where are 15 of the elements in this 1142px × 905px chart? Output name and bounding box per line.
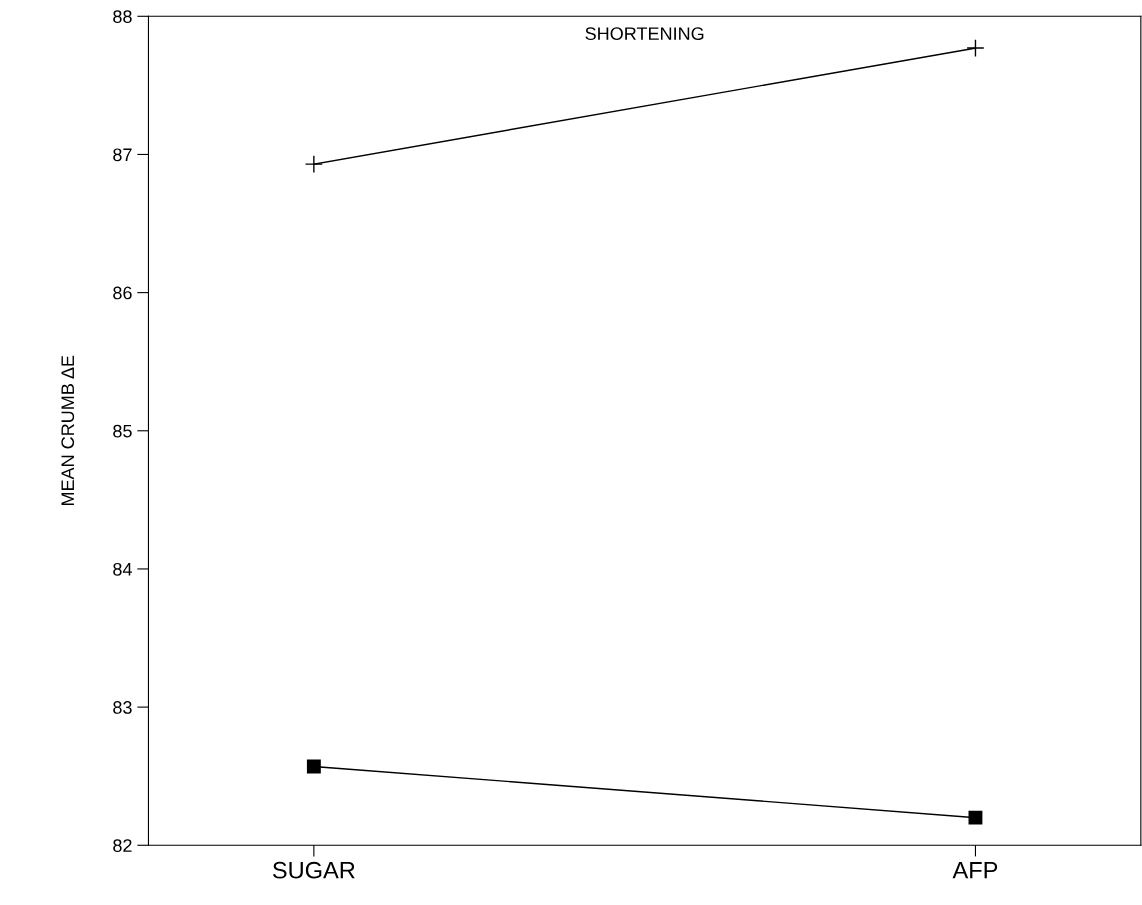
y-tick-label: 84	[113, 562, 132, 576]
y-tick-label: 88	[113, 10, 132, 24]
point	[304, 155, 323, 174]
y-axis-title: MEAN CRUMB ΔE	[61, 355, 75, 506]
y-tick-label: 86	[113, 286, 132, 300]
point	[968, 810, 983, 825]
point	[966, 39, 985, 58]
point	[306, 759, 321, 774]
x-tick-label: SUGAR	[272, 861, 355, 879]
y-tick-label: 83	[113, 701, 132, 714]
y-tick-label: 87	[113, 148, 132, 162]
x-tick-label: AFP	[952, 862, 998, 879]
y-tick-label: 82	[113, 839, 132, 852]
text: SHORTENING	[585, 27, 704, 41]
y-tick-label: 85	[113, 424, 132, 438]
